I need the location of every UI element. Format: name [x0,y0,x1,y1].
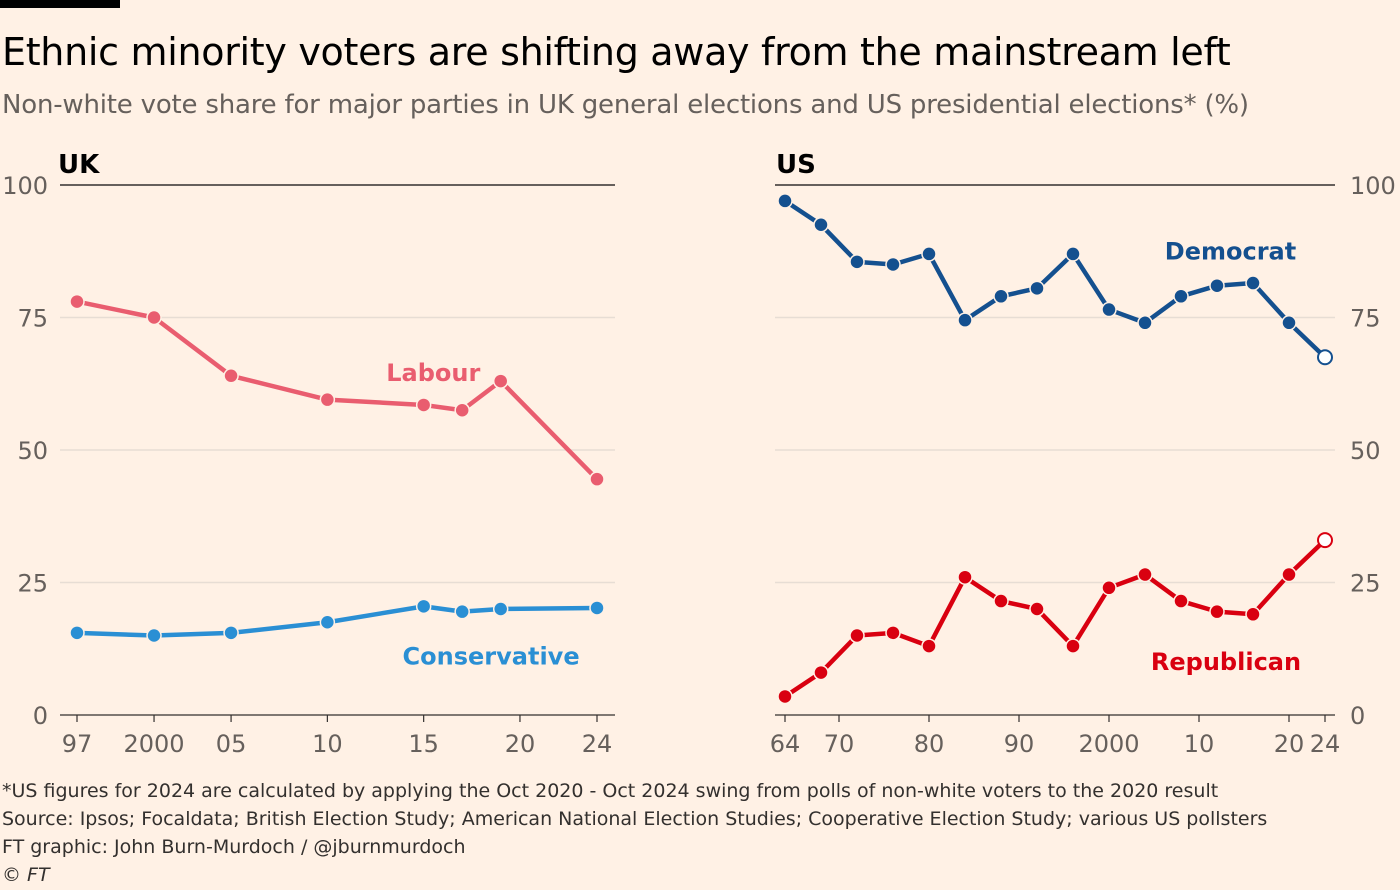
uk-y-tick-label: 0 [33,702,48,730]
footnote: *US figures for 2024 are calculated by a… [2,780,1219,802]
uk-x-tick-label: 2000 [123,730,184,758]
source-note: Source: Ipsos; Focaldata; British Electi… [2,808,1268,830]
uk-x-tick-label: 10 [312,730,343,758]
uk-y-tick-label: 75 [17,305,48,333]
democrat-point [921,246,937,262]
us-y-tick-label: 100 [1350,172,1396,200]
us-x-tick-label: 20 [1274,730,1305,758]
us-x-tick-label: 70 [824,730,855,758]
republican-point [993,593,1009,609]
us-x-tick-label: 10 [1184,730,1215,758]
conservative-point [492,601,509,617]
republican-series-label: Republican [1151,648,1301,676]
uk-y-tick-label: 25 [17,570,48,598]
uk-y-tick-label: 50 [17,437,48,465]
democrat-point [885,256,901,273]
conservative-point [223,625,239,641]
us-x-tick-label: 80 [914,730,945,758]
democrat-point [1137,315,1153,331]
conservative-point [454,603,470,620]
democrat-series-label: Democrat [1165,237,1296,265]
labour-point [492,373,509,389]
republican-point [1245,606,1261,623]
conservative-point [69,625,85,641]
democrat-point [1317,349,1333,366]
uk-x-tick-label: 24 [582,730,613,758]
uk-x-tick-label: 05 [216,730,247,758]
republican-point [777,688,793,705]
us-x-tick-label: 90 [1004,730,1035,758]
republican-point [1065,638,1081,654]
copyright: © FT [2,864,50,886]
conservative-series-label: Conservative [403,643,580,671]
democrat-point [957,312,973,328]
labour-point [415,397,432,413]
conservative-point [589,600,605,616]
labour-point [69,293,85,310]
republican-point [1101,580,1117,596]
conservative-point [319,614,336,630]
democrat-point [1173,288,1189,305]
republican-point [1317,532,1333,549]
republican-point [885,625,901,641]
democrat-line [782,198,1328,360]
democrat-point [1281,315,1297,331]
us-y-tick-label: 25 [1350,570,1381,598]
democrat-point [1245,275,1261,291]
uk-x-tick-label: 97 [62,730,93,758]
graphic-credit: FT graphic: John Burn-Murdoch / @jburnmu… [2,836,466,858]
us-y-tick-label: 75 [1350,305,1381,333]
labour-point [319,391,336,408]
republican-point [921,638,937,654]
democrat-point [777,193,793,209]
conservative-point [415,598,432,615]
conservative-point [146,627,162,644]
republican-point [1173,593,1189,609]
democrat-point [849,254,865,270]
labour-series-label: Labour [386,359,480,387]
democrat-point [993,288,1009,305]
labour-point [223,368,239,384]
republican-point [1029,601,1045,617]
republican-point [849,627,865,644]
democrat-point [1029,280,1045,297]
chart-title: Ethnic minority voters are shifting away… [2,30,1231,74]
us-x-tick-label: 64 [770,730,801,758]
us-x-tick-label: 2000 [1078,730,1139,758]
us-y-tick-label: 50 [1350,437,1381,465]
democrat-point [1101,301,1117,318]
republican-point [957,569,973,585]
republican-line [782,537,1328,699]
chart-subtitle: Non-white vote share for major parties i… [2,90,1249,120]
uk-y-tick-label: 100 [2,172,48,200]
uk-panel-title: UK [58,150,100,180]
democrat-point [1209,277,1225,294]
uk-x-tick-label: 20 [505,730,536,758]
labour-line [74,299,600,482]
labour-point [454,402,470,418]
republican-point [1281,566,1297,583]
us-panel-title: US [776,150,816,180]
republican-point [813,664,829,681]
uk-x-tick-label: 15 [408,730,439,758]
democrat-point [813,217,829,233]
us-y-tick-label: 0 [1350,702,1365,730]
ft-brand-bar [0,0,120,8]
labour-point [589,471,605,487]
republican-point [1209,603,1225,620]
labour-point [146,309,162,326]
democrat-point [1065,246,1081,262]
chart-footer: *US figures for 2024 are calculated by a… [2,777,1267,889]
republican-point [1137,566,1153,583]
us-x-tick-label: 24 [1310,730,1341,758]
